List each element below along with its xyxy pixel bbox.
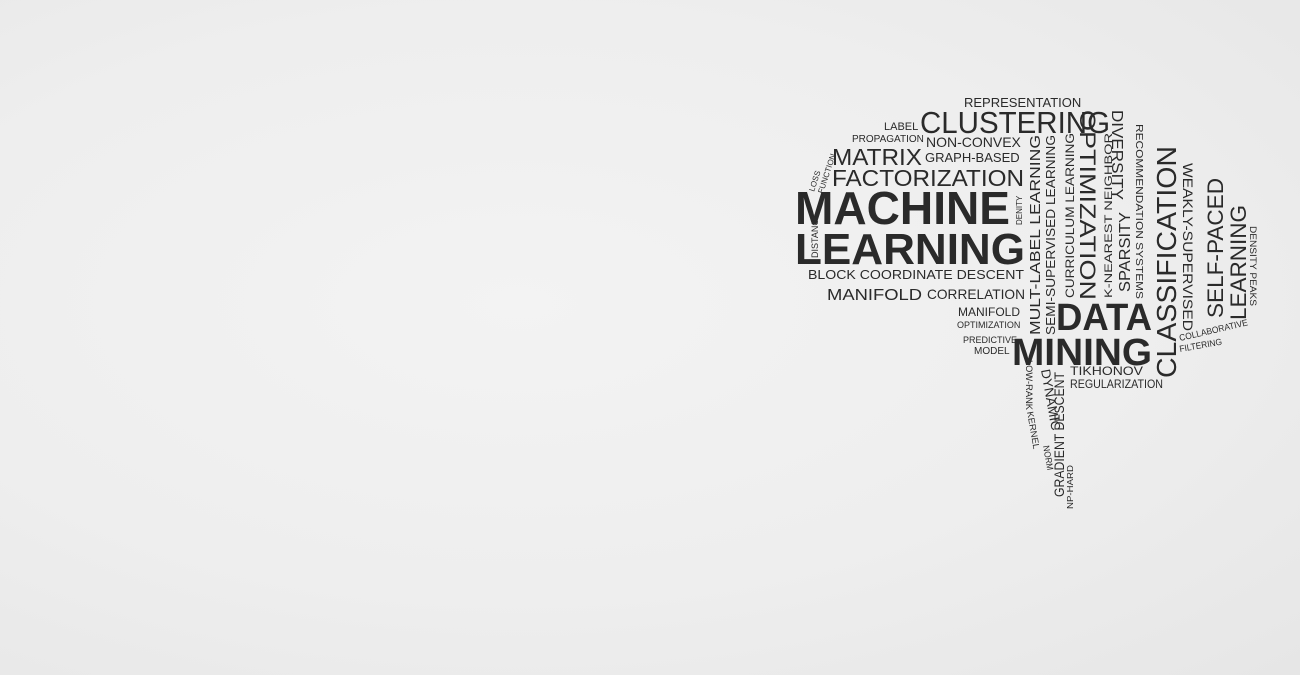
word-kernel: KERNEL <box>1025 411 1041 450</box>
word-low-rank: LOW-RANK <box>1024 360 1034 410</box>
word-sparsity: SPARSITY <box>1117 212 1134 292</box>
word-machine: MACHINE <box>795 182 1010 234</box>
word-gradient-descent: GRADIENT DESCENT <box>1051 372 1067 497</box>
word-mult-label-learning: MULT-LABEL LEARNING <box>1027 135 1044 335</box>
word-clustering: CLUSTERING <box>920 105 1110 140</box>
word-tikhonov: TIKHONOV <box>1070 364 1143 378</box>
word-representation: REPRESENTATION <box>964 95 1081 110</box>
word-k-nearest-neighbor: K-NEAREST NEIGHBOR <box>1103 133 1115 298</box>
word-semi-supervised-learning: SEMI-SUPERVISED LEARNING <box>1043 135 1058 335</box>
word-classification: CLASSIFICATION <box>1151 146 1182 378</box>
brain-word-cloud: REPRESENTATION LABEL CLUSTERING PROPAGAT… <box>795 95 1258 509</box>
word-non-convex: NON-CONVEX <box>926 134 1022 150</box>
word-graph-based: GRAPH-BASED <box>925 150 1020 165</box>
word-distance: DISTANCE <box>810 213 820 258</box>
word-propagation: PROPAGATION <box>852 134 924 145</box>
word-norm: NORM <box>1041 445 1055 471</box>
word-recommendation-systems: RECOMMENDATION SYSTEMS <box>1133 124 1144 299</box>
word-self-paced: SELF-PACED <box>1203 178 1228 318</box>
word-data: DATA <box>1056 297 1152 339</box>
word-correlation: CORRELATION <box>927 286 1025 302</box>
word-optimization: OPTIMIZATION <box>1075 110 1100 300</box>
word-manifold-small: MANIFOLD <box>958 305 1020 319</box>
word-label: LABEL <box>884 121 918 133</box>
word-learning-right: LEARNING <box>1226 205 1251 320</box>
word-manifold: MANIFOLD <box>827 287 922 304</box>
word-matrix: MATRIX <box>832 144 922 170</box>
word-learning: LEARNING <box>795 225 1025 274</box>
word-denity: DENITY <box>1015 195 1024 225</box>
word-mining: MINING <box>1012 332 1152 374</box>
word-factorization: FACTORIZATION <box>832 165 1024 191</box>
word-density-peaks: DENSITY PEAKS <box>1248 226 1258 306</box>
word-weakly-supervised: WEAKLY-SUPERVISED <box>1180 163 1196 331</box>
word-predictive: PREDICTIVE <box>963 335 1017 345</box>
word-regularization: REGULARIZATION <box>1070 377 1163 391</box>
word-curriculum-learning: CURRICULUM LEARNING <box>1063 133 1077 298</box>
word-np-hard: NP-HARD <box>1066 465 1075 509</box>
word-diversity: DIVERSITY <box>1108 110 1125 200</box>
word-optimization-small: OPTIMIZATION <box>957 320 1020 330</box>
word-block-coordinate-descent: BLOCK COORDINATE DESCENT <box>808 267 1024 282</box>
word-model: MODEL <box>974 346 1010 357</box>
